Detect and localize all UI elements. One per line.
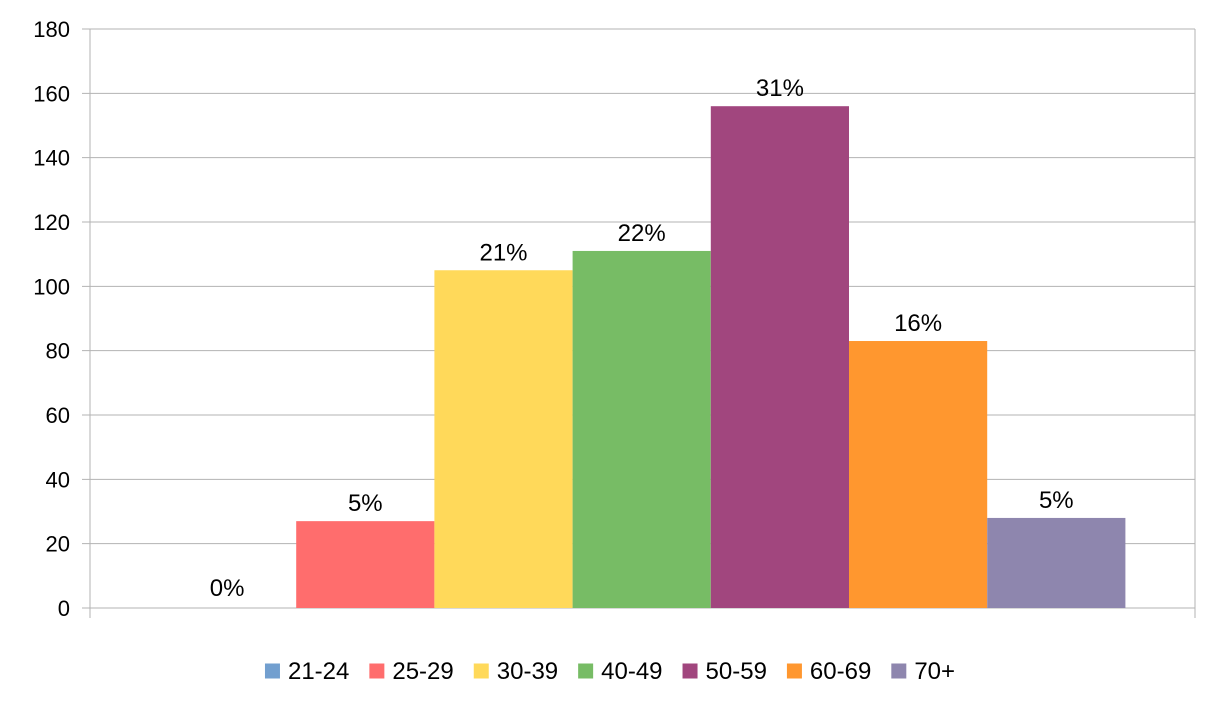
data-label: 22% [618,220,666,247]
bar-50-59 [710,106,849,608]
legend-swatch [369,663,385,679]
y-tick-label: 20 [46,532,70,557]
bar-60-69 [849,341,988,608]
y-tick-label: 80 [46,339,70,364]
legend-swatch [786,663,802,679]
legend-label: 70+ [914,658,955,685]
y-axis-tick-labels: 0 20 40 60 80 100 120 140 160 180 [33,17,70,621]
legend-swatch [891,663,907,679]
legend-item: 30-39 [473,658,558,685]
legend-swatch [473,663,489,679]
legend-item: 25-29 [369,658,454,685]
legend-item: 40-49 [578,658,663,685]
y-tick-label: 0 [58,596,70,621]
legend-item: 50-59 [682,658,767,685]
data-label: 16% [894,310,942,337]
legend-swatch [682,663,698,679]
data-label: 5% [348,490,383,517]
y-tick-label: 120 [33,210,70,235]
y-tick-label: 140 [33,146,70,171]
legend-label: 25-29 [392,658,453,685]
data-label: 5% [1039,487,1074,514]
legend-label: 21-24 [288,658,349,685]
y-tick-label: 160 [33,81,70,106]
legend: 21-24 25-29 30-39 40-49 50-59 60-69 70+ [264,658,955,685]
legend-label: 50-59 [706,658,767,685]
y-tick-label: 60 [46,403,70,428]
legend-item: 70+ [891,658,955,685]
y-tick-label: 40 [46,467,70,492]
data-label: 31% [756,75,804,102]
bar-25-29 [296,521,435,608]
legend-label: 60-69 [810,658,871,685]
legend-swatch [264,663,280,679]
legend-item: 60-69 [786,658,871,685]
bars [296,106,1126,608]
legend-item: 21-24 [264,658,349,685]
legend-label: 30-39 [497,658,558,685]
y-tick-label: 100 [33,274,70,299]
data-label: 0% [210,575,245,602]
bar-30-39 [434,270,573,608]
data-labels: 0% 5% 21% 22% 31% 16% 5% [210,75,1074,602]
data-label: 21% [479,239,527,266]
legend-swatch [578,663,594,679]
legend-label: 40-49 [601,658,662,685]
bar-70plus [987,517,1126,608]
y-tick-label: 180 [33,17,70,42]
bar-40-49 [572,250,711,608]
